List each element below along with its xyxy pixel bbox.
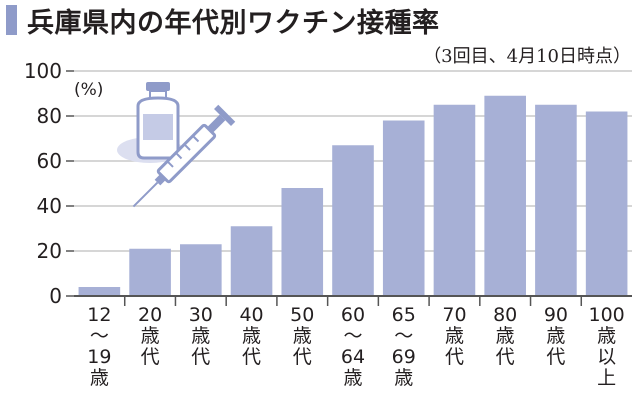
bars [78, 95, 628, 296]
y-tick-label: 60 [37, 149, 62, 173]
bar [78, 287, 121, 296]
y-tick-label: 0 [49, 284, 62, 308]
x-tick-label: 30 歳代 [189, 304, 213, 368]
bar [332, 145, 374, 296]
x-tick-label: 70 歳代 [442, 304, 466, 368]
title-marker [6, 5, 17, 35]
bar [180, 244, 222, 296]
bar [382, 120, 425, 296]
x-tick-label: 90 歳代 [544, 304, 568, 368]
chart-title: 兵庫県内の年代別ワクチン接種率 [27, 7, 440, 39]
x-tick-label: 100 歳以上 [589, 304, 625, 389]
y-tick-label: 80 [37, 104, 62, 128]
bar [281, 188, 324, 296]
bar [230, 226, 273, 296]
x-tick-label: 12 ～ 19 歳 [87, 304, 111, 389]
bar [129, 248, 171, 296]
vaccine-vial-and-syringe-icon [117, 82, 236, 208]
y-tick-label: 20 [37, 239, 62, 263]
bar [433, 104, 476, 296]
y-tick-label: 100 [24, 59, 62, 83]
x-tick-label: 60 ～ 64 歳 [341, 304, 365, 389]
x-tick-label: 20 歳代 [138, 304, 162, 368]
x-axis-labels: 12 ～ 19 歳 20 歳代 30 歳代 40 歳代 50 歳代 60 ～ 64 歳 65 ～ 69 歳 70 歳代 80… [87, 296, 625, 389]
x-tick-label: 80 歳代 [493, 304, 517, 368]
y-axis-ticks: 0 20 40 60 80 100 [24, 59, 74, 308]
chart-subtitle: （3回目、4月10日時点） [423, 46, 631, 67]
bar [585, 111, 628, 296]
title-block: 兵庫県内の年代別ワクチン接種率 [6, 2, 440, 39]
y-unit-label: (%) [74, 80, 103, 100]
bar [484, 95, 526, 296]
x-tick-label: 65 ～ 69 歳 [392, 304, 416, 389]
bar [535, 104, 577, 296]
y-tick-label: 40 [37, 194, 62, 218]
x-tick-label: 40 歳代 [239, 304, 263, 368]
x-tick-label: 50 歳代 [290, 304, 314, 368]
